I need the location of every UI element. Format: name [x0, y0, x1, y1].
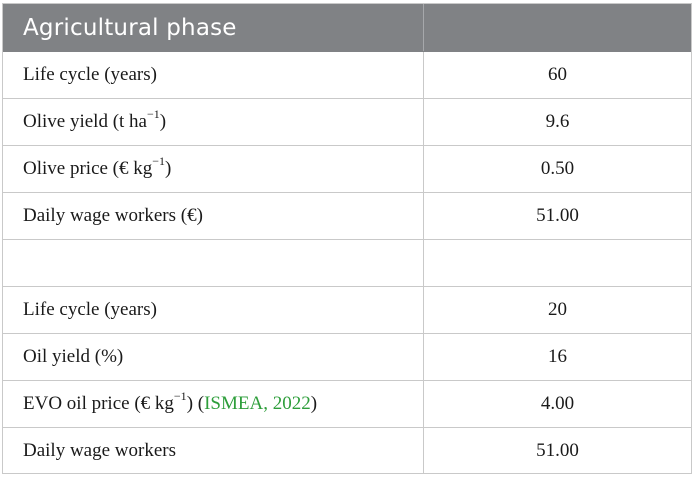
table-header-row: Agricultural phase: [3, 4, 691, 52]
table-row: Life cycle (years) 20: [3, 287, 691, 334]
row-label: Olive price (€ kg−1): [23, 153, 172, 179]
row-label: Daily wage workers: [23, 439, 177, 461]
table-row: Daily wage workers (€) 51.00: [3, 193, 691, 240]
header-title: Agricultural phase: [23, 14, 237, 41]
row-value: 16: [548, 346, 567, 367]
row-value: 9.6: [545, 111, 570, 132]
row-value: 4.00: [540, 393, 575, 414]
row-label: Life cycle (years): [23, 299, 157, 320]
citation-link[interactable]: ISMEA, 2022: [204, 393, 311, 414]
header-cell-phase: Agricultural phase: [3, 4, 424, 51]
data-table: Agricultural phase Life cycle (years) 60…: [2, 3, 692, 474]
header-cell-value: [424, 4, 691, 51]
table-row: Life cycle (years) 60: [3, 52, 691, 99]
row-label: Oil yield (%): [23, 346, 124, 367]
table-row: EVO oil price (€ kg−1) (ISMEA, 2022) 4.0…: [3, 381, 691, 428]
row-value: 51.00: [536, 205, 579, 226]
row-value: 51.00: [536, 439, 579, 461]
table-row: Oil yield (%) 16: [3, 334, 691, 381]
row-label: Life cycle (years): [23, 64, 157, 85]
table-row: Daily wage workers 51.00: [3, 428, 691, 473]
table-row-empty: [3, 240, 691, 287]
row-value: 0.50: [540, 158, 575, 179]
row-label: Olive yield (t ha−1): [23, 106, 167, 132]
table-row: Olive price (€ kg−1) 0.50: [3, 146, 691, 193]
row-label: EVO oil price (€ kg−1) (ISMEA, 2022): [23, 388, 318, 414]
row-value: 20: [548, 299, 567, 320]
table-row: Olive yield (t ha−1) 9.6: [3, 99, 691, 146]
row-value: 60: [548, 64, 567, 85]
row-label: Daily wage workers (€): [23, 205, 203, 226]
